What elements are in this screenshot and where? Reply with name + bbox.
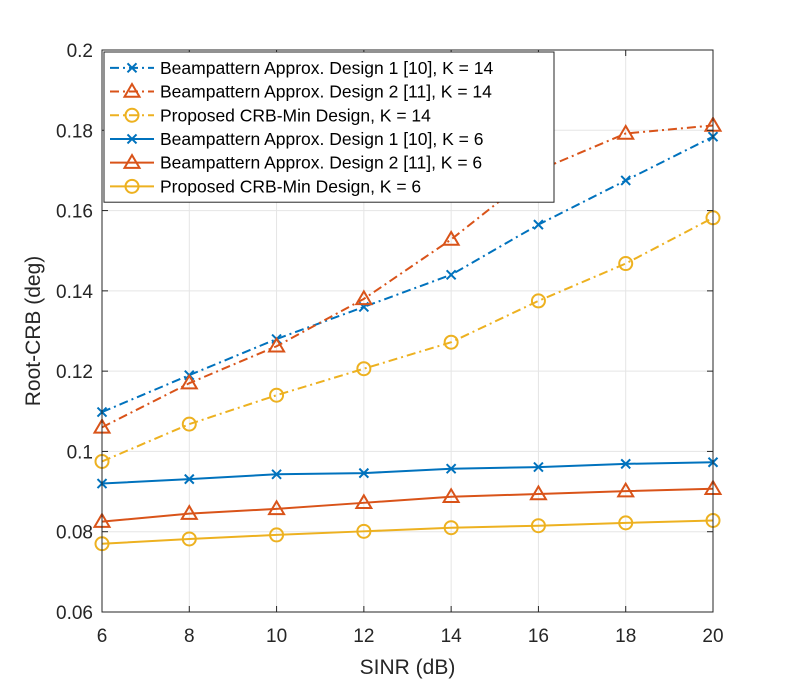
data-point-marker [530,518,546,534]
data-series [92,115,723,552]
legend-label: Beampattern Approx. Design 2 [11], K = 1… [160,82,492,102]
data-point-marker [620,175,631,186]
data-point-marker [443,520,459,536]
legend-entry-5: Beampattern Approx. Design 2 [11], K = 6 [110,153,482,173]
data-point-marker [358,467,370,479]
axis-ticks: 6 8 10 12 14 16 18 20 0.06 0.08 0.1 0.12 0.14 0.16 0.1… [56,41,724,647]
data-point-marker [441,230,461,246]
data-point-marker [181,416,197,432]
x-tick-label: 10 [266,626,287,647]
series-3 [94,210,721,469]
y-tick-label: 0.12 [56,362,93,383]
x-tick-label: 16 [528,626,549,647]
legend-marker [126,62,138,74]
series-line [101,135,714,414]
data-point-marker [269,527,285,543]
data-point-marker [269,387,285,403]
legend-marker [126,133,138,145]
y-tick-label: 0.2 [67,41,93,62]
data-point-marker [181,531,197,547]
x-tick-label: 18 [615,626,636,647]
x-axis-label: SINR (dB) [360,656,456,679]
data-point-marker [533,461,544,473]
series-line [101,124,714,429]
x-tick-label: 6 [97,626,108,647]
series-line [101,216,714,463]
data-point-marker [618,515,634,531]
legend: Beampattern Approx. Design 1 [10], K = 1… [103,51,555,203]
y-tick-label: 0.1 [67,442,93,463]
series-4 [96,457,719,489]
legend-marker [124,107,140,123]
data-point-marker [620,458,631,470]
legend-entry-2: Beampattern Approx. Design 2 [11], K = 1… [110,82,492,102]
data-point-marker [443,334,459,350]
legend-label: Beampattern Approx. Design 1 [10], K = 1… [160,58,493,78]
data-point-marker [271,469,282,480]
legend-label: Beampattern Approx. Design 2 [11], K = 6 [160,153,482,173]
data-point-marker [445,463,457,474]
legend-entry-4: Beampattern Approx. Design 1 [10], K = 6 [110,129,483,149]
x-tick-label: 14 [441,626,463,647]
y-tick-label: 0.18 [56,121,93,142]
legend-marker [122,82,142,98]
data-point-marker [445,269,457,281]
data-point-marker [354,289,374,306]
legend-entry-1: Beampattern Approx. Design 1 [10], K = 1… [110,58,493,78]
data-point-marker [184,473,195,485]
legend-label: Beampattern Approx. Design 1 [10], K = 6 [160,129,483,149]
legend-box [103,51,555,203]
legend-entry-3: Proposed CRB-Min Design, K = 14 [110,105,431,125]
y-tick-label: 0.06 [56,603,93,624]
legend-entry-6: Proposed CRB-Min Design, K = 6 [110,176,421,196]
series-line [101,519,714,545]
data-point-marker [356,523,372,539]
legend-label: Proposed CRB-Min Design, K = 6 [160,176,421,196]
data-point-marker [530,293,546,309]
data-point-marker [267,499,286,516]
data-point-marker [441,487,461,504]
data-point-marker [533,219,544,230]
y-axis-label: Root-CRB (deg) [22,256,45,407]
x-tick-label: 12 [353,626,374,647]
y-tick-label: 0.08 [56,523,93,544]
data-point-marker [618,256,634,272]
data-point-marker [616,481,635,498]
y-tick-label: 0.14 [56,282,93,303]
series-line [101,487,714,523]
data-point-marker [267,336,286,353]
legend-label: Proposed CRB-Min Design, K = 14 [160,105,431,125]
data-point-marker [354,493,374,510]
x-tick-label: 20 [702,626,723,647]
data-point-marker [616,124,635,140]
legend-marker [122,153,142,169]
y-tick-label: 0.16 [56,202,93,223]
data-point-marker [356,361,372,377]
data-point-marker [180,504,199,520]
series-line [101,461,714,485]
x-tick-label: 8 [184,626,195,647]
legend-marker [124,178,140,194]
data-point-marker [529,484,548,501]
axes-box [101,49,714,613]
data-point-marker [180,373,199,390]
